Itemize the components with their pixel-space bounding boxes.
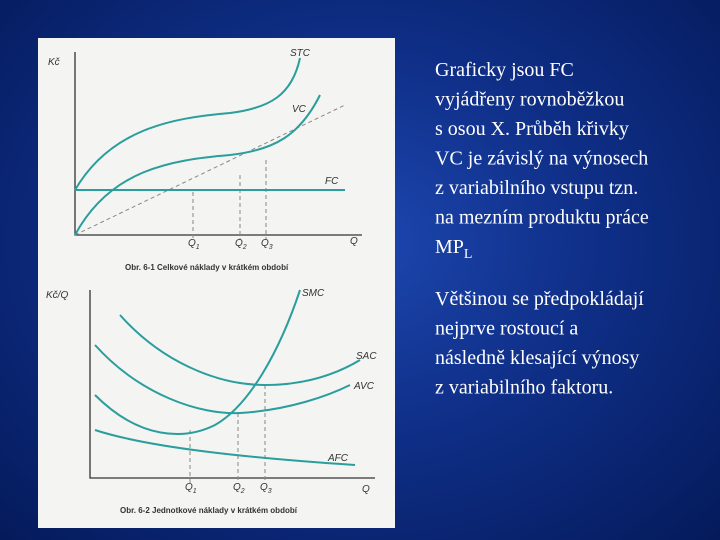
x-tick: Q3: [261, 238, 273, 251]
y-axis-label: Kč: [48, 57, 60, 68]
text-line: Většinou se předpokládají: [435, 288, 644, 310]
text-line: na mezním produktu práce: [435, 207, 649, 229]
tick-base: Q: [188, 238, 196, 249]
tick-base: Q: [233, 482, 241, 493]
curve-label: STC: [290, 48, 311, 59]
curve-label: FC: [325, 176, 339, 187]
figure-2: Kč/Q Q SMC SAC AVC AFC Q1 Q2 Q3 Obr. 6-2…: [46, 288, 377, 515]
smc-curve: [94, 289, 301, 435]
tick-sub: 1: [196, 244, 200, 251]
tick-base: Q: [261, 238, 269, 249]
text-line: Graficky jsou FC: [435, 59, 574, 81]
axes: [89, 290, 375, 479]
curve-label: VC: [292, 104, 307, 115]
curve-label: SMC: [302, 288, 325, 299]
tick-sub: 2: [242, 244, 247, 251]
guides: [192, 160, 267, 240]
vc-curve: [74, 94, 321, 236]
text-line: VC je závislý na výnosech: [435, 148, 648, 170]
text-block: Graficky jsou FC vyjádřeny rovnoběžkou s o…: [435, 59, 649, 399]
y-axis-label: Kč/Q: [46, 290, 68, 301]
tick-sub: 1: [193, 488, 197, 495]
avc-curve: [94, 344, 351, 415]
text-line: s osou X. Průběh křivky: [435, 118, 629, 140]
tick-sub: 3: [268, 488, 272, 495]
tick-sub: 2: [240, 488, 245, 495]
x-tick: Q2: [233, 482, 245, 495]
text-run: MP: [435, 236, 464, 258]
text-line: MPL: [435, 236, 472, 262]
x-tick: Q1: [188, 238, 200, 251]
afc-curve: [94, 429, 356, 466]
text-subscript: L: [464, 247, 473, 262]
text-line: nejprve rostoucí a: [435, 318, 578, 340]
x-axis-label: Q: [362, 484, 370, 495]
x-axis-label: Q: [350, 236, 358, 247]
x-tick: Q2: [235, 238, 247, 251]
tick-base: Q: [235, 238, 243, 249]
curve-label: AVC: [353, 381, 375, 392]
text-line: z variabilního faktoru.: [435, 377, 613, 399]
curve-label: AFC: [327, 453, 349, 464]
tick-base: Q: [185, 482, 193, 493]
text-line: vyjádřeny rovnoběžkou: [435, 89, 624, 111]
tick-base: Q: [260, 482, 268, 493]
sac-curve: [119, 314, 361, 387]
curve-label: SAC: [356, 351, 377, 362]
caption: Obr. 6-2 Jednotkové náklady v krátkém ob…: [120, 506, 298, 515]
tick-sub: 3: [269, 244, 273, 251]
text-line: z variabilního vstupu tzn.: [435, 177, 638, 199]
x-tick: Q1: [185, 482, 197, 495]
ray: [74, 104, 346, 236]
text-line: následně klesající výnosy: [435, 347, 639, 369]
x-tick: Q3: [260, 482, 272, 495]
figure-1: Kč Q STC VC FC Q1 Q2 Q3 Obr. 6-1 Celkové…: [48, 48, 362, 272]
figure-panel: [38, 38, 395, 528]
guides: [189, 385, 266, 484]
caption: Obr. 6-1 Celkové náklady v krátkém obdob…: [125, 263, 289, 272]
stc-curve: [74, 57, 301, 191]
